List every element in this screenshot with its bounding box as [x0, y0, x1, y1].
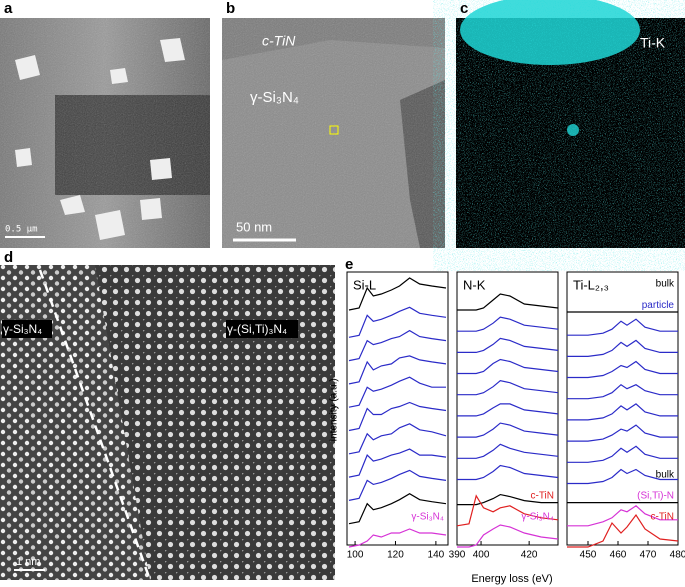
spectrum [567, 445, 678, 463]
spectrum [457, 443, 559, 459]
spectrum [457, 464, 559, 481]
spectrum [348, 376, 446, 408]
panel-a: 0.5 μm a [0, 0, 210, 248]
spectrum [457, 524, 559, 548]
panel-label: e [345, 256, 353, 273]
panel-c: Ti-K c [456, 0, 685, 248]
spectrum [567, 339, 678, 357]
x-tick-label: 420 [521, 550, 538, 561]
spectrum [567, 403, 678, 421]
element-label: Ti-K [640, 35, 666, 51]
plot-frame [346, 271, 449, 546]
noise [222, 18, 445, 248]
spectrum [348, 306, 447, 338]
spectrum [567, 360, 678, 379]
series-label: c-TiN [650, 512, 674, 523]
spectrum [457, 358, 559, 375]
spectrum [348, 469, 447, 501]
spectrum [567, 424, 678, 442]
spectrum [348, 277, 447, 311]
x-tick-label: 460 [610, 550, 627, 561]
spectrum [567, 505, 678, 527]
x-tick-label: 390 [449, 550, 466, 561]
panel-b: c-TiN γ-Si₃N₄ 50 nm b [222, 0, 445, 248]
scale-label: 1 nm [16, 556, 40, 568]
x-tick-label: 100 [347, 550, 364, 561]
hrtem-region [95, 265, 335, 580]
panel-title: N-K [463, 277, 486, 292]
panel-title: Si-L [353, 277, 376, 292]
phase-label: γ-Si₃N₄ [250, 89, 299, 106]
spectrum [348, 493, 447, 525]
spectrum [348, 448, 447, 478]
roi-box [329, 125, 339, 135]
panel-title: Ti-L₂,₃ [573, 277, 609, 292]
spectrum [456, 494, 559, 527]
spectrum [457, 293, 559, 311]
plot-frame [566, 271, 679, 546]
series-label: c-TiN [530, 490, 554, 501]
phase-label: γ-Si₃N₄ [3, 322, 42, 336]
x-tick-label: 400 [473, 550, 490, 561]
panel-label: c [460, 0, 468, 17]
ti-particle [567, 124, 579, 136]
x-tick-label: 120 [387, 550, 404, 561]
spectrum [567, 468, 678, 485]
grains [15, 38, 185, 240]
series-label: bulk [656, 469, 675, 480]
spectrum [348, 401, 447, 432]
spectrum [348, 329, 447, 362]
x-tick-label: 450 [580, 550, 597, 561]
scale-label: 50 nm [236, 219, 272, 234]
plot-frame [456, 271, 559, 546]
panel-label: a [4, 0, 13, 17]
spectrum [567, 318, 678, 336]
spectrum [457, 380, 559, 396]
series-label: γ-Si₃N₄ [411, 512, 444, 523]
y-axis-label: Intensity (a.u.) [329, 378, 340, 441]
label-bg [2, 320, 52, 338]
spectrum [348, 528, 447, 548]
ti-region [460, 0, 640, 65]
panel-label: b [226, 0, 235, 17]
spectrum [348, 355, 447, 385]
series-label: γ-Si₃N₄ [521, 512, 554, 523]
spectrum [567, 513, 679, 548]
x-tick-label: 470 [640, 550, 657, 561]
spectrum [457, 403, 559, 417]
panel-label: d [4, 249, 13, 266]
x-tick-label: 140 [428, 550, 445, 561]
phase-label: γ-(Si,Ti)₃N₄ [227, 322, 287, 336]
panel-d: γ-Si₃N₄ γ-(Si,Ti)₃N₄ 1 nm d [0, 249, 335, 581]
x-tick-label: 480 [670, 550, 685, 561]
series-label: particle [642, 300, 675, 311]
x-axis-label: Energy loss (eV) [471, 573, 552, 585]
spectrum [457, 493, 558, 506]
phase-label: c-TiN [262, 33, 296, 49]
series-label: bulk [656, 279, 675, 290]
scale-label: 0.5 μm [5, 225, 38, 235]
spectrum [457, 316, 559, 332]
series-label: (Si,Ti)-N [637, 490, 674, 501]
spectrum [457, 422, 559, 438]
spectrum [567, 383, 678, 400]
spectrum [457, 337, 559, 353]
spectrum [348, 423, 447, 455]
interface [38, 269, 152, 581]
label-bg [226, 320, 298, 338]
